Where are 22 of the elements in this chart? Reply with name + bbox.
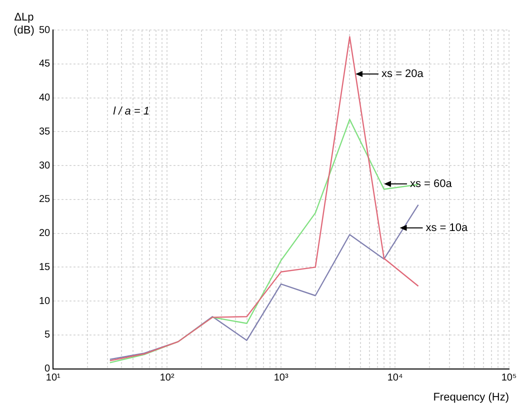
x-tick-label: 10⁴ bbox=[387, 372, 403, 384]
y-tick-label: 30 bbox=[39, 160, 51, 172]
y-tick-label: 0 bbox=[44, 364, 51, 375]
annotation: xs = 20a bbox=[382, 68, 424, 80]
annotation: l / a = 1 bbox=[113, 105, 150, 118]
y-axis-title: ΔLp (dB) bbox=[14, 12, 34, 37]
y-tick-label: 10 bbox=[39, 296, 51, 307]
y-tick-label: 35 bbox=[39, 126, 51, 138]
y-tick-label: 5 bbox=[44, 330, 51, 341]
annotation: xs = 60a bbox=[410, 178, 453, 190]
x-tick-label: 10² bbox=[160, 372, 175, 384]
annotation: xs = 10a bbox=[426, 222, 469, 234]
x-axis-title: Frequency (Hz) bbox=[433, 391, 509, 404]
x-tick-label: 10¹ bbox=[46, 372, 62, 384]
y-tick-label: 20 bbox=[39, 228, 51, 240]
y-tick-label: 15 bbox=[39, 262, 51, 273]
x-tick-label: 10³ bbox=[274, 372, 289, 384]
y-tick-label: 45 bbox=[39, 58, 51, 70]
y-tick-label: 40 bbox=[39, 92, 51, 104]
y-tick-label: 25 bbox=[39, 194, 51, 206]
x-tick-label: 10⁵ bbox=[501, 372, 517, 384]
y-tick-label: 50 bbox=[39, 24, 51, 36]
